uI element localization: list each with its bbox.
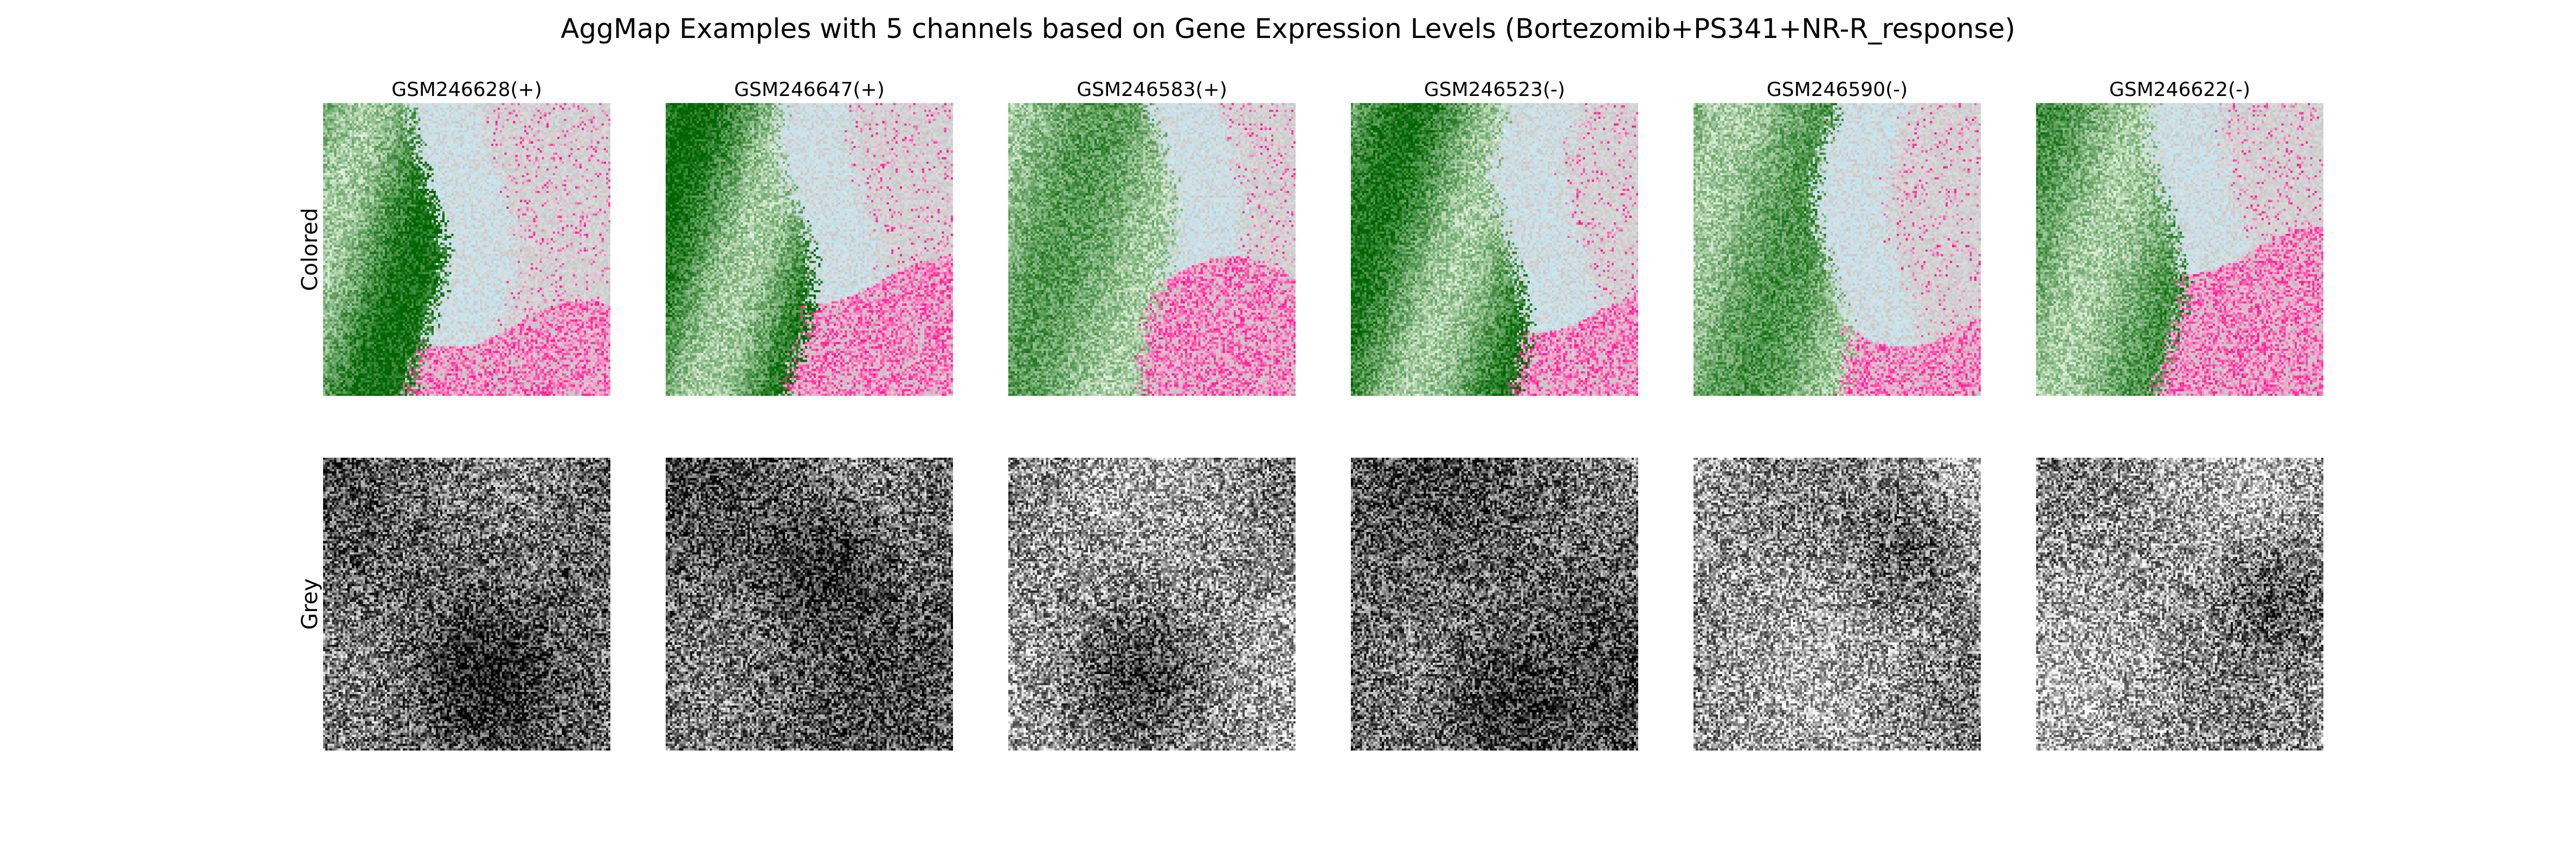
panel-title: GSM246647(+) <box>734 79 885 101</box>
heatmap-colored-1 <box>323 103 610 396</box>
panel-title: GSM246622(-) <box>2109 79 2251 101</box>
heatmap-grey-4 <box>1351 458 1638 751</box>
heatmap-grey-2 <box>666 458 953 751</box>
heatmap-grey-5 <box>1693 458 1981 751</box>
figure-title: AggMap Examples with 5 channels based on… <box>561 13 2015 44</box>
heatmap-colored-3 <box>1008 103 1296 396</box>
panel-title: GSM246590(-) <box>1766 79 1908 101</box>
heatmap-colored-4 <box>1351 103 1638 396</box>
heatmap-colored-5 <box>1693 103 1981 396</box>
panel-title: GSM246628(+) <box>391 79 542 101</box>
panel-title: GSM246583(+) <box>1077 79 1227 101</box>
row-label-colored: Colored <box>298 208 323 291</box>
row-label-grey: Grey <box>298 578 323 630</box>
heatmap-colored-2 <box>666 103 953 396</box>
heatmap-grey-3 <box>1008 458 1296 751</box>
heatmap-colored-6 <box>2036 103 2323 396</box>
heatmap-grey-6 <box>2036 458 2323 751</box>
panel-title: GSM246523(-) <box>1424 79 1566 101</box>
heatmap-grey-1 <box>323 458 610 751</box>
